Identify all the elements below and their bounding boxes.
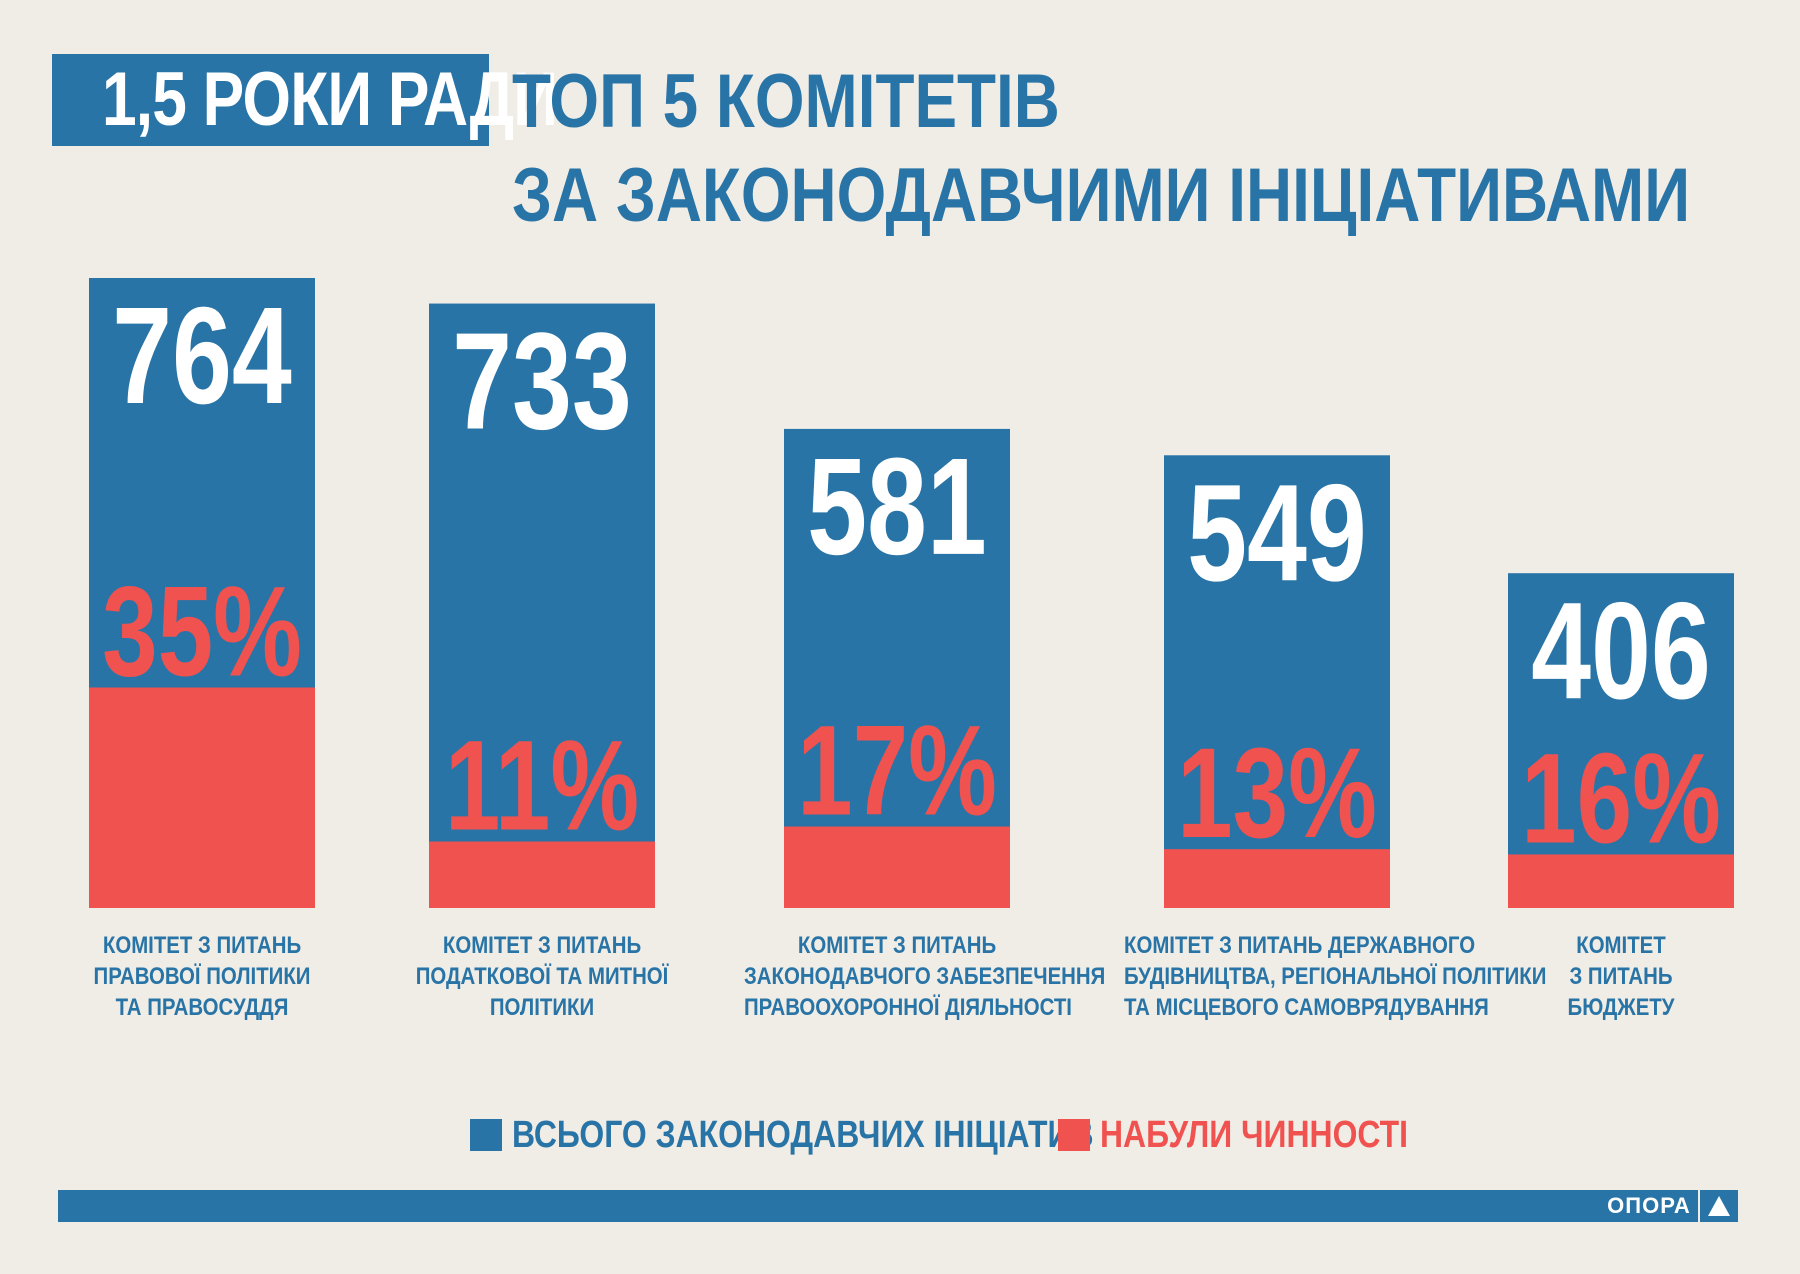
- category-label-2: КОМІТЕТ З ПИТАНЬ ПОДАТКОВОЇ ТА МИТНОЇ ПОЛІ…: [389, 930, 695, 1023]
- percent-label-5: 16%: [1521, 728, 1721, 871]
- legend-item-total: ВСЬОГО ЗАКОНОДАВЧИХ ІНІЦІАТИВ: [470, 1113, 1204, 1156]
- bar-enacted-2: [429, 841, 655, 908]
- category-label-4: КОМІТЕТ З ПИТАНЬ ДЕРЖАВНОГО БУДІВНИЦТВА, …: [1124, 930, 1547, 1023]
- category-label-line: КОМІТЕТ: [1576, 932, 1666, 959]
- legend-swatch-enacted: [1058, 1119, 1090, 1151]
- value-label-1: 764: [112, 279, 292, 433]
- legend-swatch-total: [470, 1119, 502, 1151]
- legend-label-enacted: НАБУЛИ ЧИННОСТІ: [1100, 1113, 1409, 1156]
- legend-item-enacted: НАБУЛИ ЧИННОСТІ: [1058, 1113, 1467, 1156]
- category-label-1: КОМІТЕТ З ПИТАНЬ ПРАВОВОЇ ПОЛІТИКИ ТА ПРАВ…: [49, 930, 355, 1023]
- category-label-line: БУДІВНИЦТВА, РЕГІОНАЛЬНОЇ ПОЛІТИКИ: [1124, 963, 1547, 990]
- category-label-line: ТА ПРАВОСУДДЯ: [115, 994, 289, 1021]
- percent-label-2: 11%: [445, 715, 639, 858]
- bar-enacted-4: [1164, 849, 1390, 908]
- category-label-5: КОМІТЕТ З ПИТАНЬ БЮДЖЕТУ: [1468, 930, 1774, 1023]
- bar-enacted-5: [1508, 854, 1734, 908]
- chart-title-line-1: ТОП 5 КОМІТЕТІВ: [512, 59, 1060, 144]
- value-label-3: 581: [807, 430, 987, 584]
- percent-label-1: 35%: [102, 561, 302, 704]
- value-label-2: 733: [452, 305, 632, 459]
- chart-title-line-2: ЗА ЗАКОНОДАВЧИМИ ІНІЦІАТИВАМИ: [512, 153, 1691, 238]
- category-label-3: КОМІТЕТ З ПИТАНЬ ЗАКОНОДАВЧОГО ЗАБЕЗПЕЧЕН…: [744, 930, 1106, 1023]
- bar-enacted-3: [784, 826, 1010, 908]
- logo-triangle-icon: [1708, 1196, 1730, 1216]
- category-label-line: ЗАКОНОДАВЧОГО ЗАБЕЗПЕЧЕННЯ: [744, 963, 1106, 990]
- category-label-line: КОМІТЕТ З ПИТАНЬ ДЕРЖАВНОГО: [1124, 932, 1476, 959]
- period-badge: 1,5 РОКИ РАДИ: [52, 54, 558, 146]
- percent-label-3: 17%: [797, 700, 997, 843]
- logo-text: ОПОРА: [1600, 1190, 1700, 1222]
- percent-label-4: 13%: [1177, 722, 1377, 865]
- category-label-line: З ПИТАНЬ: [1569, 963, 1673, 990]
- category-label-line: БЮДЖЕТУ: [1567, 994, 1675, 1021]
- value-label-5: 406: [1531, 574, 1711, 728]
- category-label-line: ПОЛІТИКИ: [489, 994, 595, 1021]
- bar-total-5: [1508, 573, 1734, 908]
- footer-bar: [58, 1190, 1594, 1222]
- category-label-line: КОМІТЕТ З ПИТАНЬ: [797, 932, 997, 959]
- value-label-4: 549: [1187, 457, 1367, 611]
- bar-enacted-1: [89, 687, 315, 908]
- bar-total-2: [429, 303, 655, 908]
- category-label-line: КОМІТЕТ З ПИТАНЬ: [442, 932, 642, 959]
- category-label-line: ПРАВООХОРОННОЇ ДІЯЛЬНОСТІ: [744, 994, 1072, 1021]
- category-label-line: ТА МІСЦЕВОГО САМОВРЯДУВАННЯ: [1124, 994, 1489, 1021]
- category-label-line: ПОДАТКОВОЇ ТА МИТНОЇ: [415, 963, 669, 990]
- bar-total-4: [1164, 455, 1390, 908]
- category-label-line: КОМІТЕТ З ПИТАНЬ: [102, 932, 302, 959]
- opora-logo: ОПОРА: [1592, 1190, 1738, 1222]
- category-label-line: ПРАВОВОЇ ПОЛІТИКИ: [93, 963, 311, 990]
- legend-label-total: ВСЬОГО ЗАКОНОДАВЧИХ ІНІЦІАТИВ: [512, 1113, 1094, 1156]
